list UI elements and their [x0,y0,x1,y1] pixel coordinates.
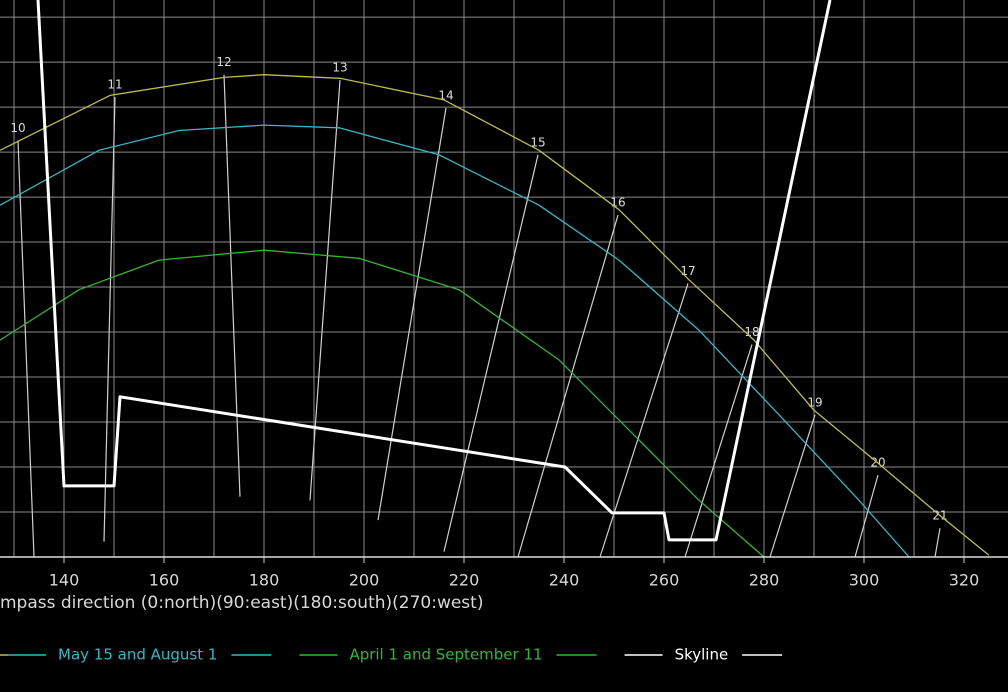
hour-line [103,97,116,542]
hour-label: 15 [530,135,545,149]
x-axis-label: mpass direction (0:north)(90:east)(180:s… [0,593,483,613]
hour-line [854,474,879,558]
series-line [0,124,910,558]
legend: May 15 and August 1 April 1 and September… [0,646,783,664]
hour-label: 19 [807,395,822,409]
hour-line [599,283,689,558]
hour-line [684,344,753,558]
hour-label: 12 [216,55,231,69]
legend-label: Skyline [675,646,729,664]
x-tick-label: 320 [949,571,980,590]
hour-label: 10 [10,121,25,135]
hour-line [769,414,816,558]
series-line [36,0,832,542]
grid [0,0,1008,557]
hour-label: 11 [107,78,122,92]
hour-line [377,107,447,521]
hour-line [934,528,941,558]
x-tick-label: 140 [49,571,80,590]
x-tick-label: 300 [849,571,880,590]
x-tick-label: 240 [549,571,580,590]
series-line [0,74,990,556]
axis: 140 160 180 200 220 240 260 280 300 320 mpass dire… [0,556,1008,613]
x-tick-label: 220 [449,571,480,590]
x-tick-label: 260 [649,571,680,590]
legend-label: April 1 and September 11 [349,646,542,664]
hour-line [517,214,619,558]
hour-label: 17 [680,264,695,278]
series-line [0,249,765,558]
x-tick-label: 180 [249,571,280,590]
x-tick-label: 200 [349,571,380,590]
hour-line [443,154,539,552]
hour-line [17,140,35,558]
hour-label: 13 [332,61,347,75]
x-tick-label: 160 [149,571,180,590]
hour-line [309,80,341,501]
hour-label: 16 [610,196,625,210]
legend-label: May 15 and August 1 [58,646,217,664]
x-tick-label: 280 [749,571,780,590]
hour-label: 18 [744,325,759,339]
hour-line [223,74,241,497]
